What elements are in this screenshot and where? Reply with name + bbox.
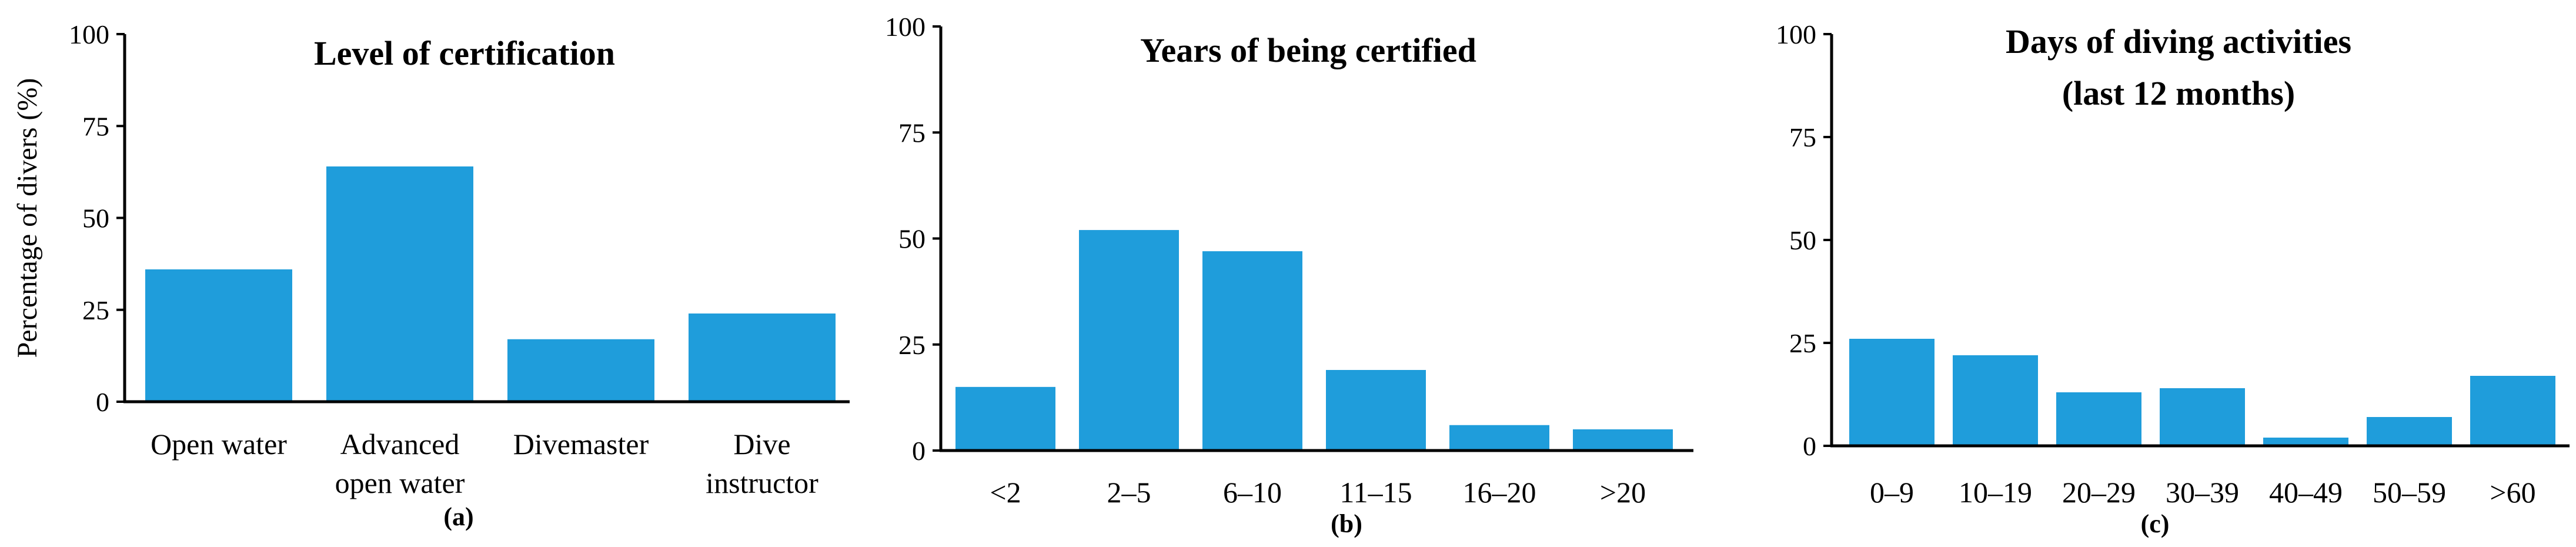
chart-panel-2: 0 25 50 75 100 <2 2–5 6–10 11–15 16–20 >20 Years of… — [885, 12, 1693, 538]
bar-2 — [326, 166, 473, 402]
x-tick-label: Advanced open water — [335, 428, 465, 499]
y-tick-label: 25 — [82, 295, 109, 325]
x-tick-label: <2 — [990, 476, 1021, 509]
panel-label: (a) — [443, 502, 473, 531]
x-tick-label: 40–49 — [2269, 476, 2343, 509]
y-tick-label: 25 — [1789, 328, 1816, 358]
bar-4 — [1326, 370, 1426, 451]
bar-2 — [1079, 230, 1179, 451]
y-tick-label: 50 — [1789, 225, 1816, 255]
x-tick-label: 20–29 — [2062, 476, 2136, 509]
bar-1 — [145, 269, 292, 402]
bar-6 — [1573, 429, 1673, 451]
y-tick-label: 50 — [898, 224, 926, 254]
bar-3 — [2056, 392, 2141, 446]
bar-6 — [2367, 417, 2452, 446]
y-tick-label: 25 — [898, 330, 926, 360]
x-tick-label: >60 — [2490, 476, 2535, 509]
chart-title: Level of certification — [314, 34, 615, 72]
x-tick-label: 2–5 — [1107, 476, 1151, 509]
x-tick-label: 30–39 — [2166, 476, 2239, 509]
chart-panel-1: 0 25 50 75 100 Open water Advanced open water Di… — [12, 19, 850, 531]
y-tick-label: 75 — [82, 111, 109, 141]
y-tick-label: 100 — [885, 12, 926, 42]
x-tick-label: 16–20 — [1463, 476, 1536, 509]
chart-title: Years of being certified — [1140, 31, 1476, 69]
y-tick-label: 0 — [96, 387, 109, 417]
y-tick-label: 100 — [69, 19, 109, 49]
y-tick-label: 0 — [1803, 431, 1816, 461]
y-tick-label: 0 — [912, 436, 926, 466]
chart-title: Days of diving activities (last 12 months… — [2006, 22, 2351, 112]
bar-3 — [507, 339, 654, 402]
x-tick-label: Dive instructor — [706, 428, 818, 499]
bar-4 — [689, 313, 836, 402]
bar-4 — [2160, 388, 2245, 446]
x-tick-label: 0–9 — [1870, 476, 1914, 509]
x-tick-label: 11–15 — [1339, 476, 1412, 509]
bar-2 — [1953, 355, 2038, 446]
panel-label: (b) — [1331, 509, 1362, 538]
bar-1 — [1849, 339, 1934, 446]
bar-7 — [2470, 376, 2555, 446]
bar-5 — [1449, 425, 1549, 451]
bar-3 — [1202, 251, 1302, 451]
panel-label: (c) — [2141, 509, 2170, 538]
chart-panel-3: 0 25 50 75 100 0–9 10–19 20–29 30–39 40–49 50–59 >6… — [1776, 19, 2570, 538]
x-tick-label: >20 — [1600, 476, 1646, 509]
x-tick-label: 6–10 — [1223, 476, 1282, 509]
y-tick-label: 75 — [898, 118, 926, 148]
x-tick-label: 50–59 — [2373, 476, 2446, 509]
x-tick-label: Divemaster — [513, 428, 649, 461]
y-tick-label: 100 — [1776, 19, 1816, 49]
x-tick-label: Open water — [151, 428, 287, 461]
bar-1 — [955, 386, 1055, 451]
y-tick-label: 50 — [82, 204, 109, 234]
y-tick-label: 75 — [1789, 122, 1816, 152]
bar-5 — [2263, 438, 2348, 446]
x-tick-label: 10–19 — [1959, 476, 2032, 509]
y-axis-label: Percentage of divers (%) — [12, 78, 43, 358]
